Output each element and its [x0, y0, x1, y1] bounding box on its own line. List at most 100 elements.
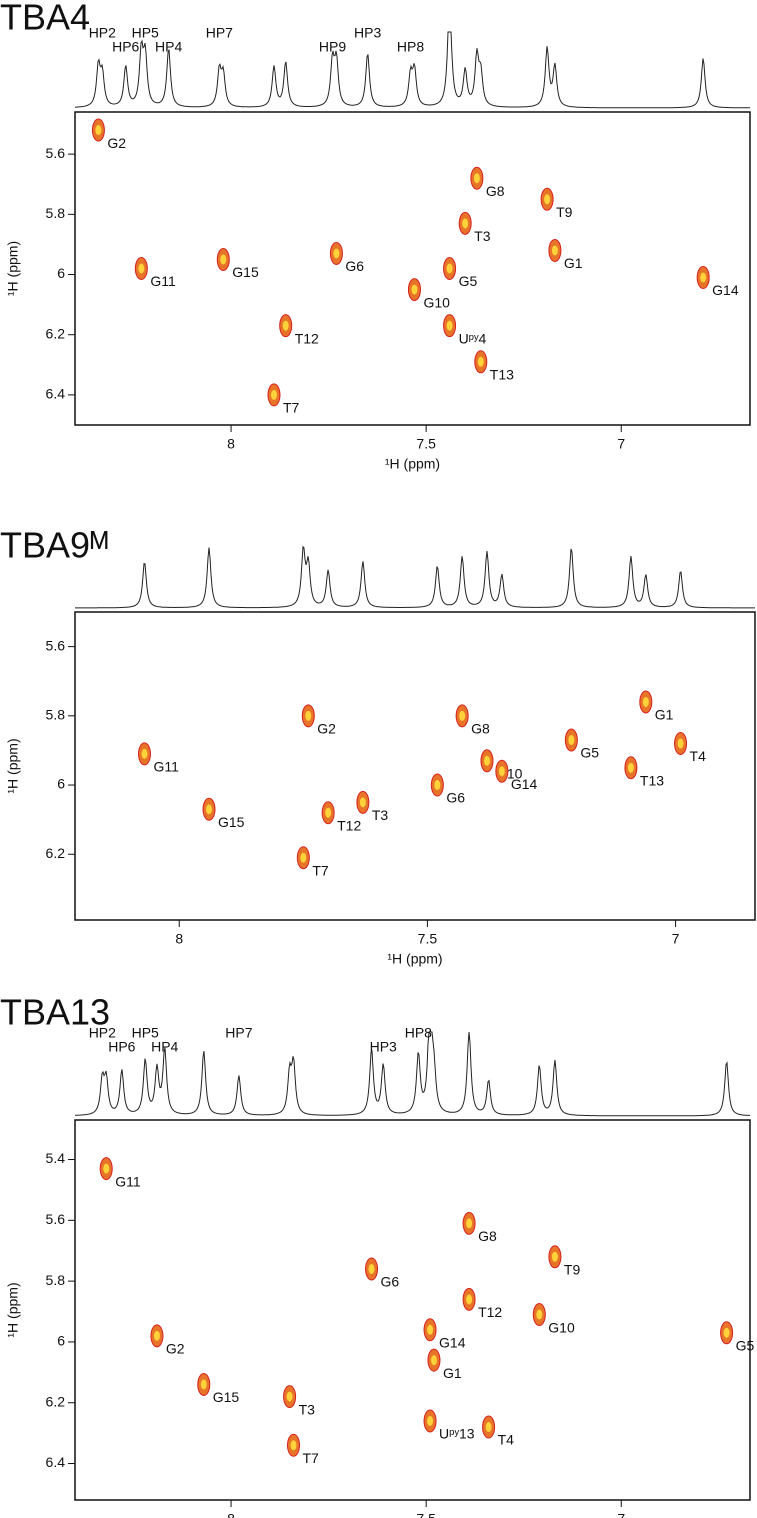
y-tick-label: 6.2 [46, 845, 66, 861]
y-tick-label: 6 [57, 1333, 65, 1349]
peak-label: G14 [712, 282, 739, 298]
cross-peak-core [430, 1355, 437, 1366]
cross-peak-core [200, 1379, 207, 1390]
cross-peak-core [325, 807, 332, 818]
y-tick-label: 6 [57, 776, 65, 792]
cross-peak-core [642, 696, 649, 707]
cross-peak-core [206, 804, 213, 815]
cross-peak-core [282, 320, 289, 331]
cross-peak-core [141, 748, 148, 759]
cross-peak-core [153, 1330, 160, 1341]
cross-peak-core [305, 710, 312, 721]
spectrum-1d [75, 1031, 751, 1117]
x-axis-label: ¹H (ppm) [387, 951, 442, 967]
plot-frame [74, 611, 756, 921]
cross-peak-core [368, 1263, 375, 1274]
x-tick-label: 7 [617, 436, 625, 452]
peak-label: T13 [490, 367, 514, 383]
plot-frame [74, 1119, 751, 1501]
y-tick-label: 6.2 [46, 1393, 66, 1409]
cross-peak-core [411, 284, 418, 295]
peak-label: G5 [736, 1338, 755, 1354]
cross-peak-core [434, 780, 441, 791]
y-tick-label: 5.6 [46, 1211, 66, 1227]
x-tick-label: 7.5 [416, 436, 436, 452]
peak-label: G1 [564, 255, 583, 271]
peak-label: G2 [107, 135, 126, 151]
cross-peak-core [270, 389, 277, 400]
cross-peak-core [551, 1251, 558, 1262]
cross-peak-core [536, 1309, 543, 1320]
peak-label: G8 [486, 183, 505, 199]
peak-label: G15 [218, 814, 245, 830]
spectrum-peak-label: HP3 [370, 1039, 397, 1055]
spectrum-peak-label: HP5 [132, 25, 159, 41]
y-axis-label: ¹H (ppm) [5, 738, 21, 793]
x-tick-label: 8 [175, 931, 183, 947]
spectrum-peak-label: HP7 [206, 25, 233, 41]
spectrum-peak-label: HP2 [89, 1025, 116, 1041]
cross-peak-core [700, 272, 707, 283]
y-tick-label: 6.2 [46, 325, 66, 341]
x-tick-label: 8 [227, 1511, 235, 1518]
peak-label: T3 [474, 228, 491, 244]
peak-label: G11 [153, 759, 179, 775]
peak-label: G2 [166, 1341, 185, 1357]
cross-peak-core [95, 125, 102, 136]
peak-label: T12 [337, 817, 361, 833]
cross-peak-core [462, 218, 469, 229]
y-tick-label: 6 [57, 265, 65, 281]
y-axis-label: ¹H (ppm) [5, 1282, 21, 1337]
peak-label: G10 [548, 1319, 575, 1335]
y-tick-label: 5.8 [46, 1272, 66, 1288]
spectrum-peak-label: HP4 [151, 1039, 178, 1055]
y-tick-label: 6.4 [46, 386, 66, 402]
y-tick-label: 5.6 [46, 637, 66, 653]
peak-label: G11 [150, 273, 176, 289]
x-tick-label: 7 [617, 1511, 625, 1518]
cross-peak-core [723, 1327, 730, 1338]
cross-peak-core [485, 1422, 492, 1433]
spectrum-peak-label: HP8 [397, 39, 424, 55]
cross-peak-core [446, 263, 453, 274]
spectrum-1d [74, 31, 751, 109]
spectrum-1d [75, 545, 755, 609]
peak-label: G5 [580, 745, 599, 761]
peak-label: G1 [655, 707, 674, 723]
peak-label: G8 [478, 1228, 497, 1244]
y-tick-label: 5.8 [46, 707, 66, 723]
peak-label: T3 [372, 807, 389, 823]
cross-peak-core [498, 766, 505, 777]
spectrum-peak-label: HP5 [132, 1025, 159, 1041]
spectrum-peak-label: HP4 [155, 39, 182, 55]
peak-label: Uᵖʸ13 [439, 1426, 475, 1442]
peak-label: T9 [564, 1262, 581, 1278]
peak-label: G6 [446, 790, 465, 806]
peak-label: G15 [213, 1389, 240, 1405]
spectrum-peak-label: HP9 [319, 39, 346, 55]
peak-label: G10 [423, 294, 450, 310]
x-tick-label: 8 [227, 436, 235, 452]
cross-peak-core [568, 735, 575, 746]
cross-peak-core [677, 738, 684, 749]
cross-peak-core [477, 356, 484, 367]
plot-frame [74, 111, 751, 426]
cross-peak-core [290, 1440, 297, 1451]
y-axis-label: ¹H (ppm) [5, 241, 21, 296]
x-tick-label: 7.5 [418, 931, 438, 947]
peak-label: G2 [317, 721, 336, 737]
x-tick-label: 7 [672, 931, 680, 947]
y-tick-label: 5.8 [46, 205, 66, 221]
cross-peak-core [466, 1218, 473, 1229]
peak-label: G14 [511, 776, 538, 792]
cross-peak-core [359, 797, 366, 808]
spectrum-peak-label: HP6 [108, 1039, 135, 1055]
peak-label: T12 [478, 1304, 502, 1320]
panel-title: TBA9ᴹ [0, 525, 108, 566]
peak-label: T9 [556, 204, 573, 220]
cross-peak-core [466, 1294, 473, 1305]
cross-peak-core [333, 248, 340, 259]
peak-label: G5 [459, 273, 478, 289]
cross-peak-core [551, 245, 558, 256]
